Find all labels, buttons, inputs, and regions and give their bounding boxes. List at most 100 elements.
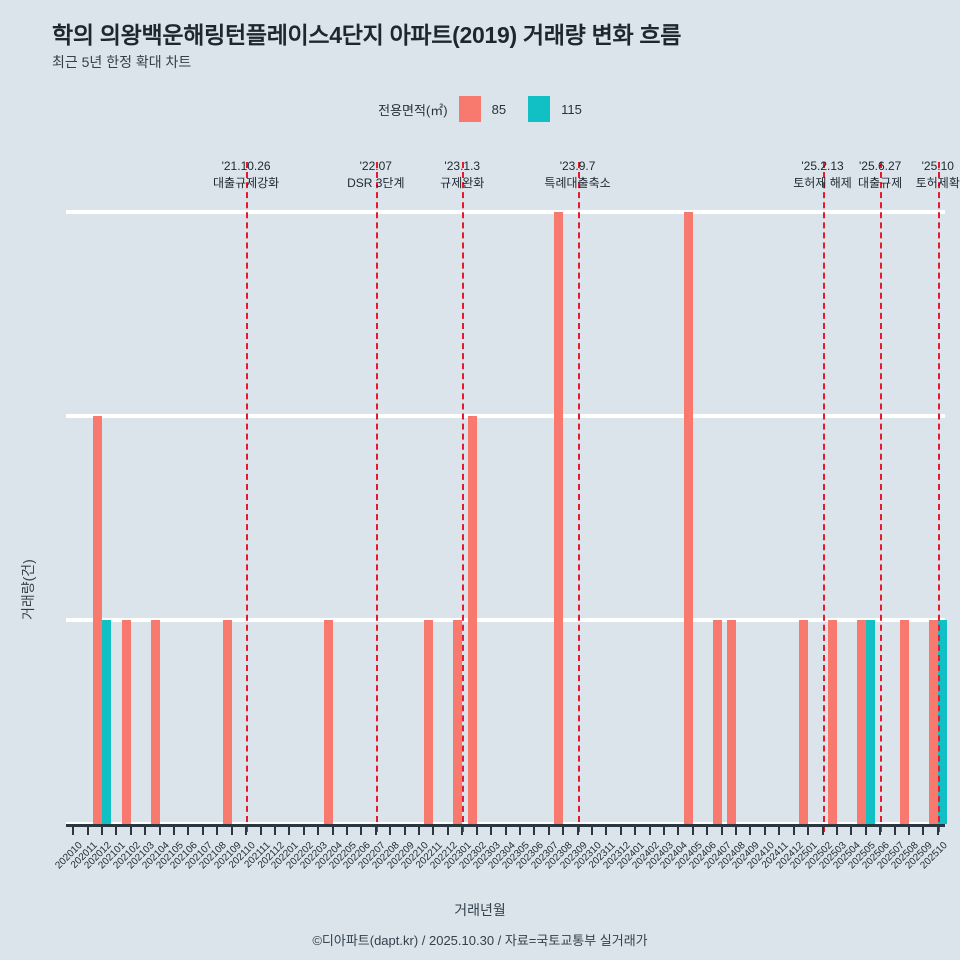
x-tick bbox=[576, 824, 579, 835]
x-tick bbox=[590, 824, 593, 835]
event-label: '25.2.13 토허제 해제 bbox=[793, 158, 852, 193]
legend-label-115: 115 bbox=[561, 101, 582, 117]
x-axis: 202010 202011 202012 202101 202102 202103 2021… bbox=[54, 824, 950, 871]
gridline bbox=[66, 414, 945, 418]
event-date: '21.10.26 bbox=[221, 159, 271, 173]
x-tick bbox=[101, 824, 104, 835]
bar bbox=[150, 620, 160, 824]
event-text: DSR 3단계 bbox=[347, 176, 405, 191]
x-tick bbox=[490, 824, 493, 835]
x-tick bbox=[749, 824, 752, 835]
bar bbox=[856, 620, 866, 824]
x-tick bbox=[864, 824, 867, 835]
x-tick bbox=[634, 824, 637, 835]
x-tick bbox=[360, 824, 363, 835]
event-line bbox=[880, 162, 883, 832]
event-date: '22.07 bbox=[359, 159, 392, 173]
x-tick bbox=[907, 824, 910, 835]
x-tick bbox=[778, 824, 781, 835]
x-tick bbox=[504, 824, 507, 835]
x-tick bbox=[245, 824, 248, 835]
event-date: '23.1.3 bbox=[444, 159, 481, 173]
x-tick bbox=[432, 824, 435, 835]
x-tick bbox=[562, 824, 565, 835]
event-line bbox=[246, 162, 249, 832]
x-tick bbox=[850, 824, 853, 835]
x-tick bbox=[792, 824, 795, 835]
x-tick bbox=[446, 824, 449, 835]
x-tick bbox=[273, 824, 276, 835]
x-tick bbox=[158, 824, 161, 835]
bar bbox=[712, 620, 722, 824]
bar bbox=[121, 620, 131, 824]
x-tick bbox=[187, 824, 190, 835]
page-title: 학의 의왕백운해링턴플레이스4단지 아파트(2019) 거래량 변화 흐름 bbox=[52, 22, 682, 48]
event-line bbox=[462, 162, 465, 832]
x-tick bbox=[720, 824, 723, 835]
x-tick bbox=[879, 824, 882, 835]
event-text: 규제완화 bbox=[440, 176, 485, 191]
bar bbox=[467, 416, 477, 824]
x-tick bbox=[893, 824, 896, 835]
event-label: '25.10 토허제확 bbox=[916, 158, 960, 193]
x-tick bbox=[677, 824, 680, 835]
x-tick bbox=[518, 824, 521, 835]
x-tick bbox=[374, 824, 377, 835]
page-subtitle: 최근 5년 한정 확대 차트 bbox=[52, 54, 192, 70]
gridline bbox=[66, 618, 945, 622]
event-line bbox=[937, 162, 940, 832]
x-tick bbox=[302, 824, 305, 835]
x-tick bbox=[691, 824, 694, 835]
event-line bbox=[577, 162, 580, 832]
event-label: '23.9.7 특례대출축소 bbox=[544, 158, 610, 193]
event-date: '25.10 bbox=[921, 159, 954, 173]
x-tick bbox=[173, 824, 176, 835]
x-tick bbox=[418, 824, 421, 835]
bar bbox=[928, 620, 938, 824]
bar bbox=[799, 620, 809, 824]
x-tick bbox=[619, 824, 622, 835]
x-tick bbox=[288, 824, 291, 835]
legend-label-85: 85 bbox=[491, 101, 507, 117]
event-date: '23.9.7 bbox=[559, 159, 596, 173]
event-label: '21.10.26 대출규제강화 bbox=[213, 158, 279, 193]
bar bbox=[554, 212, 564, 824]
bar bbox=[865, 620, 875, 824]
x-tick bbox=[259, 824, 262, 835]
x-tick bbox=[461, 824, 464, 835]
y-axis-title: 거래량(건) bbox=[20, 559, 36, 620]
event-label: '25.6.27 대출규제 bbox=[858, 158, 902, 193]
event-text: 토허제 해제 bbox=[793, 176, 852, 191]
event-text: 토허제확 bbox=[915, 176, 960, 191]
bar bbox=[323, 620, 333, 824]
bar bbox=[683, 212, 693, 824]
bar bbox=[899, 620, 909, 824]
x-tick bbox=[922, 824, 925, 835]
legend-swatch-85 bbox=[458, 96, 481, 122]
bar bbox=[424, 620, 434, 824]
x-tick bbox=[605, 824, 608, 835]
event-date: '25.2.13 bbox=[801, 159, 844, 173]
x-tick bbox=[807, 824, 810, 835]
x-tick bbox=[129, 824, 132, 835]
x-tick bbox=[403, 824, 406, 835]
event-line bbox=[822, 162, 825, 832]
bar bbox=[102, 620, 112, 824]
event-line bbox=[375, 162, 378, 832]
legend-swatch-115 bbox=[528, 96, 551, 122]
x-tick bbox=[763, 824, 766, 835]
x-tick bbox=[475, 824, 478, 835]
chart-legend: 전용면적(㎡) 85 115 bbox=[0, 96, 960, 122]
gridline bbox=[66, 210, 945, 214]
bar bbox=[727, 620, 737, 824]
event-date: '25.6.27 bbox=[858, 159, 902, 173]
x-tick bbox=[86, 824, 89, 835]
x-tick bbox=[936, 824, 939, 835]
x-tick bbox=[331, 824, 334, 835]
x-tick bbox=[115, 824, 118, 835]
bar bbox=[453, 620, 463, 824]
x-tick bbox=[201, 824, 204, 835]
bar bbox=[937, 620, 947, 824]
